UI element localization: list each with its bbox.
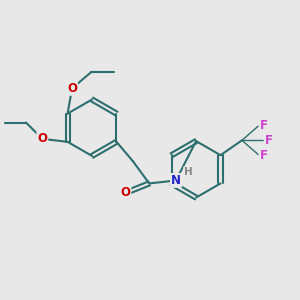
- Text: F: F: [265, 134, 273, 147]
- Text: F: F: [260, 149, 268, 162]
- Text: F: F: [260, 119, 268, 132]
- Text: O: O: [120, 186, 130, 199]
- Text: O: O: [67, 82, 77, 95]
- Text: H: H: [184, 167, 193, 177]
- Text: N: N: [171, 174, 181, 187]
- Text: O: O: [37, 132, 47, 146]
